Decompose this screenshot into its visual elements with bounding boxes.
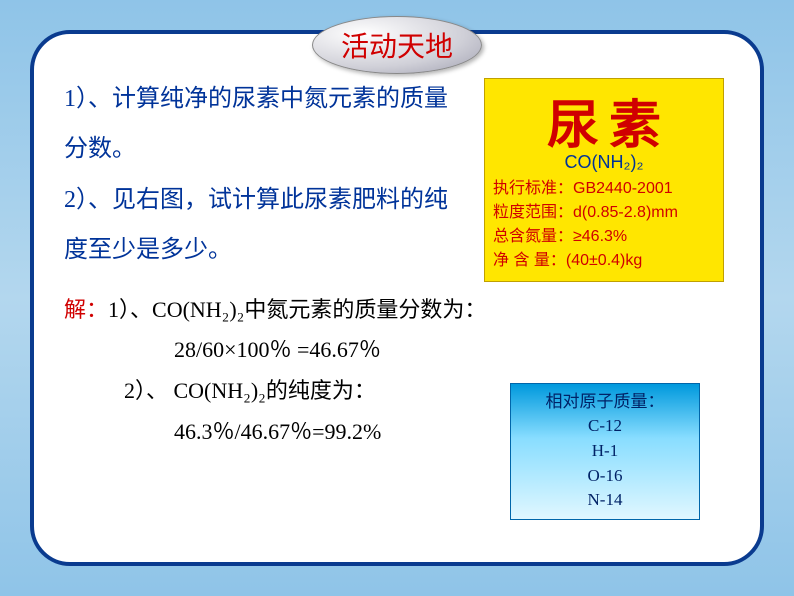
- urea-spec-2: 粒度范围：d(0.85-2.8)mm: [493, 201, 715, 225]
- activity-badge: 活动天地: [312, 16, 482, 74]
- atomic-mass-box: 相对原子质量： C-12 H-1 O-16 N-14: [510, 383, 700, 520]
- solution-1b: 28/60×100％ =46.67％: [174, 330, 730, 371]
- urea-spec-3: 总含氮量：≥46.3%: [493, 225, 715, 249]
- slide-frame: 活动天地 1）、计算纯净的尿素中氮元素的质量分数。 2）、见右图，试计算此尿素肥…: [30, 30, 764, 566]
- question-2: 2）、见右图，试计算此尿素肥料的纯度至少是多少。: [64, 175, 464, 276]
- atomic-title: 相对原子质量：: [519, 390, 691, 415]
- solution-1a: 1）、CO(NH₂)₂中氮元素的质量分数为：: [108, 297, 486, 322]
- urea-char2: 素: [609, 97, 661, 155]
- atomic-h: H-1: [519, 439, 691, 464]
- atomic-o: O-16: [519, 464, 691, 489]
- solution-label: 解：: [64, 297, 108, 322]
- urea-formula: CO(NH₂)₂: [493, 152, 715, 173]
- content-area: 1）、计算纯净的尿素中氮元素的质量分数。 2）、见右图，试计算此尿素肥料的纯度至…: [64, 74, 730, 542]
- urea-char1: 尿: [547, 97, 609, 155]
- urea-product-label: 尿素 CO(NH₂)₂ 执行标准：GB2440-2001 粒度范围：d(0.85…: [484, 78, 724, 282]
- solution-block: 解：1）、CO(NH₂)₂中氮元素的质量分数为：: [64, 290, 730, 331]
- atomic-c: C-12: [519, 414, 691, 439]
- urea-spec-4: 净 含 量：(40±0.4)kg: [493, 249, 715, 273]
- urea-title: 尿素: [493, 83, 715, 158]
- atomic-n: N-14: [519, 488, 691, 513]
- question-1: 1）、计算纯净的尿素中氮元素的质量分数。: [64, 74, 464, 175]
- urea-spec-1: 执行标准：GB2440-2001: [493, 177, 715, 201]
